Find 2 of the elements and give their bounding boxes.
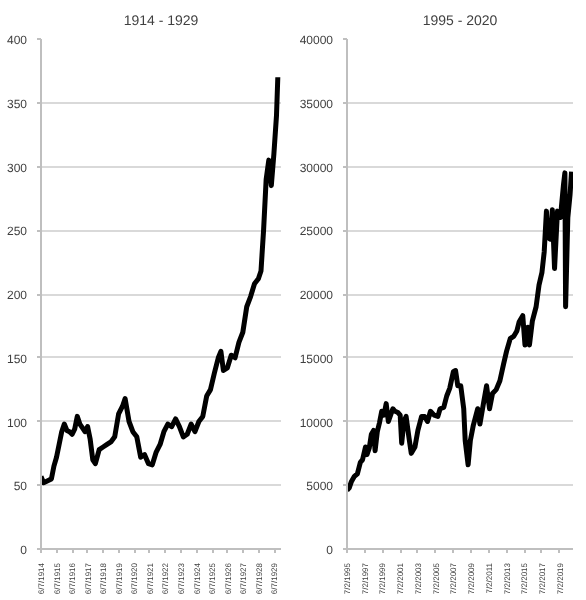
line-series bbox=[347, 169, 573, 493]
line-series bbox=[41, 74, 281, 486]
